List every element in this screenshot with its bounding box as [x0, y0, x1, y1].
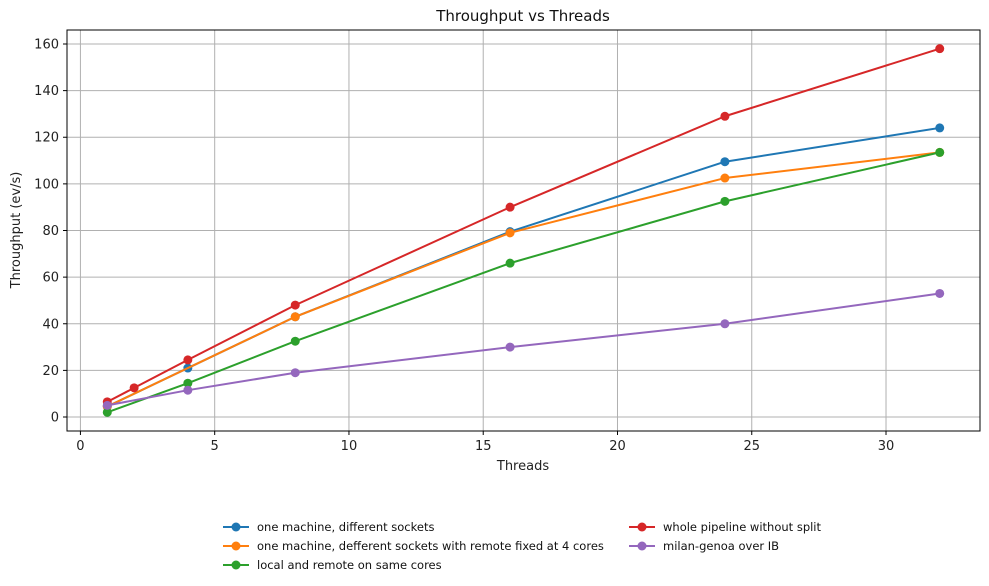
data-point	[290, 300, 300, 310]
data-point	[102, 400, 112, 410]
grid	[67, 30, 980, 431]
series-line	[106, 151, 940, 408]
data-point	[935, 123, 945, 133]
legend-marker	[637, 522, 647, 532]
x-tick-label: 5	[211, 439, 219, 454]
data-point	[290, 336, 300, 346]
y-tick-label: 100	[34, 177, 59, 192]
legend-label: whole pipeline without split	[663, 520, 822, 534]
series-4	[102, 44, 945, 407]
x-tick-label: 30	[878, 439, 895, 454]
y-tick-label: 40	[42, 317, 59, 332]
x-tick-label: 15	[475, 439, 492, 454]
data-point	[290, 312, 300, 322]
data-point	[720, 196, 730, 206]
series-line	[106, 47, 941, 403]
x-tick-label: 20	[609, 439, 626, 454]
y-tick-label: 160	[34, 37, 59, 52]
legend-item: one machine, defferent sockets with remo…	[223, 539, 604, 553]
x-tick-label: 25	[743, 439, 760, 454]
x-axis-label: Threads	[496, 459, 549, 474]
data-point	[935, 44, 945, 54]
series-line	[106, 151, 940, 414]
data-point	[183, 378, 193, 388]
data-point	[720, 157, 730, 167]
legend-label: milan-genoa over IB	[663, 539, 779, 553]
data-point	[720, 319, 730, 329]
y-tick-label: 120	[34, 131, 59, 146]
ticks: 0 5 10 15 20 25 30 0 20 40 60 80 100 120 140 160	[34, 37, 894, 454]
series-layer	[102, 44, 945, 417]
data-point	[505, 342, 515, 352]
y-axis-label: Throughput (ev/s)	[9, 172, 24, 290]
legend-item: one machine, different sockets	[223, 520, 434, 534]
legend-item: local and remote on same cores	[223, 558, 442, 572]
series-3	[102, 147, 945, 417]
series-line	[107, 292, 940, 407]
data-point	[183, 385, 193, 395]
legend-item: whole pipeline without split	[629, 520, 822, 534]
x-tick-label: 0	[76, 439, 84, 454]
legend-label: one machine, different sockets	[257, 520, 434, 534]
data-point	[290, 368, 300, 378]
legend-label: local and remote on same cores	[257, 558, 442, 572]
data-point	[505, 258, 515, 268]
data-point	[183, 355, 193, 365]
legend-item: milan-genoa over IB	[629, 539, 779, 553]
y-tick-label: 140	[34, 84, 59, 99]
legend-label: one machine, defferent sockets with remo…	[257, 539, 604, 553]
legend: one machine, different sockets one machin…	[223, 520, 822, 572]
series-line	[106, 126, 940, 408]
y-tick-label: 20	[42, 364, 59, 379]
legend-marker	[231, 541, 241, 551]
x-tick-label: 10	[341, 439, 358, 454]
legend-marker	[637, 541, 647, 551]
chart-title: Throughput vs Threads	[435, 7, 610, 25]
data-point	[129, 383, 139, 393]
data-point	[720, 111, 730, 121]
data-point	[505, 228, 515, 238]
data-point	[720, 173, 730, 183]
y-tick-label: 60	[42, 271, 59, 286]
legend-marker	[231, 522, 241, 532]
series-2	[102, 147, 945, 412]
series-5	[102, 288, 945, 410]
data-point	[935, 147, 945, 157]
y-tick-label: 80	[42, 224, 59, 239]
data-point	[505, 202, 515, 212]
legend-marker	[231, 560, 241, 570]
data-point	[102, 407, 112, 417]
data-point	[935, 288, 945, 298]
y-tick-label: 0	[51, 411, 59, 426]
